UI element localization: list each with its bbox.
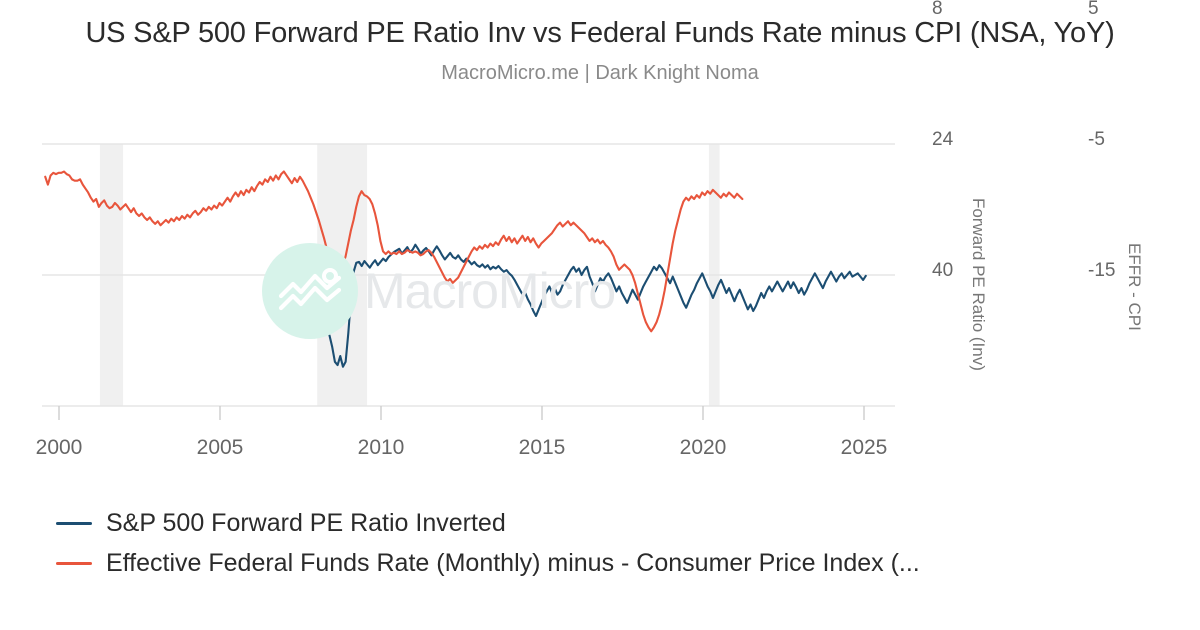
y-axis-right-title: EFFR - CPI (1125, 243, 1144, 331)
plot-area (0, 140, 1200, 440)
x-axis-tick-2: 2010 (357, 436, 405, 459)
y-axis-right-tick-0: 5 (1088, 0, 1099, 19)
y-axis-right-ticks: 5 -5 -15 (1088, 0, 1148, 290)
x-axis-tick-1: 2005 (196, 436, 244, 459)
legend-swatch-effr-cpi (56, 561, 92, 565)
y-axis-left-ticks: 8 24 40 (932, 0, 992, 290)
chart-title: US S&P 500 Forward PE Ratio Inv vs Feder… (85, 17, 1115, 49)
legend-item-sp500-pe[interactable]: S&P 500 Forward PE Ratio Inverted (56, 503, 1176, 543)
y-axis-left-title: Forward PE Ratio (Inv) (969, 197, 988, 371)
x-axis-tick-3: 2015 (518, 436, 566, 459)
legend-label-sp500-pe: S&P 500 Forward PE Ratio Inverted (106, 508, 506, 537)
legend-label-effr-cpi: Effective Federal Funds Rate (Monthly) m… (106, 548, 920, 577)
x-axis-tick-5: 2025 (840, 436, 888, 459)
y-axis-left-tick-0: 8 (932, 0, 943, 19)
x-axis-tick-labels: 2000 2005 2010 2015 2020 2025 (0, 436, 1200, 476)
x-axis-tick-0: 2000 (35, 436, 83, 459)
legend-swatch-sp500-pe (56, 521, 92, 525)
series-line-effr-minus-cpi (44, 170, 744, 333)
chart-header: US S&P 500 Forward PE Ratio Inv vs Feder… (0, 0, 1200, 86)
plot-svg (42, 143, 895, 420)
x-axis-tick-4: 2020 (679, 436, 727, 459)
series-line-sp500-pe-inverted (301, 243, 867, 368)
y-axis-right-tick-1: -5 (1088, 129, 1105, 150)
chart-subtitle: MacroMicro.me | Dark Knight Noma (441, 62, 759, 84)
legend-item-effr-cpi[interactable]: Effective Federal Funds Rate (Monthly) m… (56, 543, 1176, 583)
y-axis-left-tick-2: 40 (932, 260, 954, 281)
chart-legend: S&P 500 Forward PE Ratio Inverted Effect… (56, 503, 1176, 583)
y-axis-right-tick-2: -15 (1088, 260, 1116, 281)
y-axis-left-tick-1: 24 (932, 129, 954, 150)
